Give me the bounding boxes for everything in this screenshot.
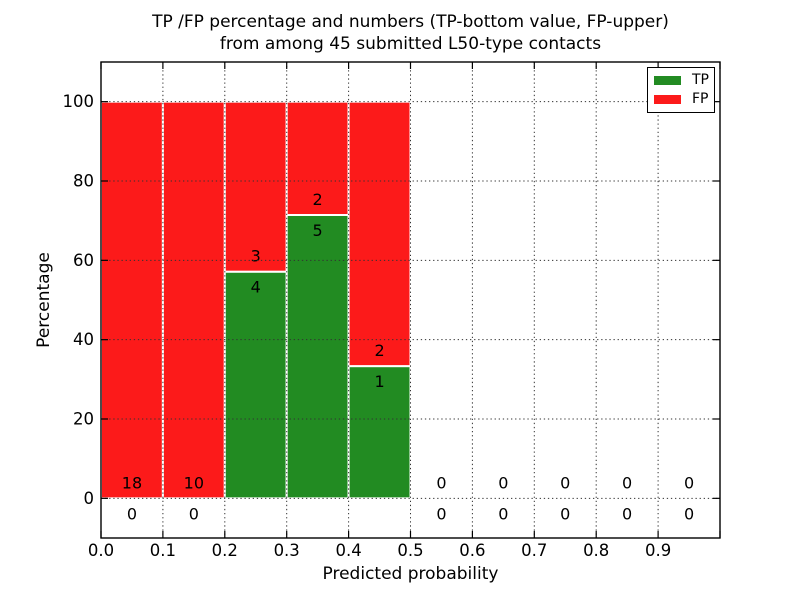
tp-count-label: 4 bbox=[251, 278, 261, 297]
tp-legend-swatch bbox=[654, 76, 681, 85]
bar-segment-tp bbox=[285, 214, 350, 500]
bar-segment-fp bbox=[285, 100, 350, 216]
legend-entry-fp: FP bbox=[654, 91, 714, 107]
x-tick-label: 0.8 bbox=[583, 541, 609, 560]
legend-label-fp: FP bbox=[692, 91, 709, 107]
bar-segment-fp bbox=[100, 100, 164, 500]
x-axis-label: Predicted probability bbox=[322, 564, 499, 584]
bar-segment-tp bbox=[223, 270, 288, 500]
fp-count-label: 0 bbox=[622, 473, 632, 492]
x-tick-label: 0.1 bbox=[150, 541, 176, 560]
tp-count-label: 0 bbox=[189, 504, 199, 523]
y-tick-label: 0 bbox=[84, 489, 95, 508]
x-tick-label: 0.0 bbox=[88, 541, 114, 560]
legend-entry-tp: TP bbox=[654, 72, 714, 88]
tp-count-label: 0 bbox=[684, 504, 694, 523]
x-tick-label: 0.7 bbox=[521, 541, 547, 560]
fp-count-label: 18 bbox=[122, 473, 142, 492]
fp-count-label: 2 bbox=[313, 190, 323, 209]
x-tick-label: 0.6 bbox=[459, 541, 485, 560]
bar-segment-fp bbox=[347, 100, 412, 368]
grid-layer bbox=[101, 62, 720, 538]
x-tick-label: 0.5 bbox=[397, 541, 423, 560]
bar-segment-tp bbox=[347, 365, 412, 500]
fp-count-label: 10 bbox=[184, 473, 204, 492]
tp-count-label: 0 bbox=[436, 504, 446, 523]
y-tick-label: 20 bbox=[73, 410, 94, 429]
fp-count-label: 2 bbox=[374, 341, 384, 360]
tp-count-label: 0 bbox=[622, 504, 632, 523]
x-tick-label: 0.4 bbox=[335, 541, 361, 560]
x-tick-label: 0.9 bbox=[645, 541, 671, 560]
x-tick-label: 0.2 bbox=[212, 541, 238, 560]
fp-count-label: 0 bbox=[498, 473, 508, 492]
tick-labels: 0.0 0.1 0.2 0.3 0.4 0.5 0.6 0.7 0.8 0.90204060801… bbox=[63, 92, 672, 560]
chart-title-line2: from among 45 submitted L50-type contact… bbox=[219, 34, 602, 54]
chart-title: TP /FP percentage and numbers (TP-bottom… bbox=[101, 11, 720, 55]
tp-count-label: 1 bbox=[374, 372, 384, 391]
chart-title-line1: TP /FP percentage and numbers (TP-bottom… bbox=[152, 12, 669, 32]
tp-count-label: 0 bbox=[560, 504, 570, 523]
fp-count-label: 0 bbox=[436, 473, 446, 492]
y-tick-label: 100 bbox=[63, 92, 95, 111]
bars-layer bbox=[100, 100, 412, 500]
tp-count-label: 0 bbox=[498, 504, 508, 523]
y-tick-label: 80 bbox=[73, 172, 94, 191]
y-tick-label: 40 bbox=[73, 330, 94, 349]
legend: TP FP bbox=[647, 67, 715, 113]
fp-count-label: 0 bbox=[560, 473, 570, 492]
fp-legend-swatch bbox=[654, 95, 681, 104]
fp-count-label: 0 bbox=[684, 473, 694, 492]
bar-segment-fp bbox=[223, 100, 288, 273]
y-tick-label: 60 bbox=[73, 251, 94, 270]
tp-count-label: 0 bbox=[127, 504, 137, 523]
tp-count-label: 5 bbox=[313, 221, 323, 240]
x-tick-label: 0.3 bbox=[274, 541, 300, 560]
bar-segment-fp bbox=[161, 100, 226, 500]
fp-count-label: 3 bbox=[251, 247, 261, 266]
legend-label-tp: TP bbox=[692, 72, 709, 88]
